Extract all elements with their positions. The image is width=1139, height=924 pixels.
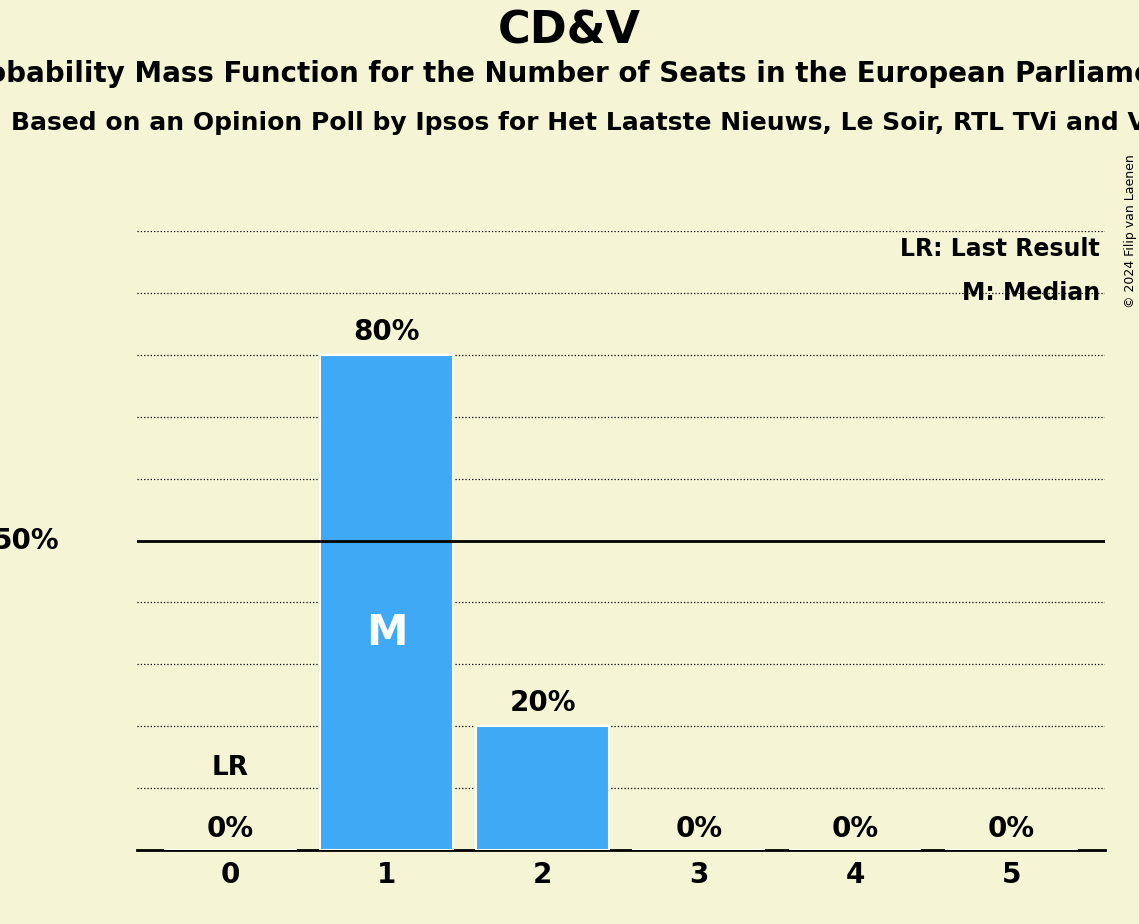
Text: 0%: 0% [831, 815, 878, 843]
Text: 80%: 80% [353, 318, 420, 346]
Text: Probability Mass Function for the Number of Seats in the European Parliament: Probability Mass Function for the Number… [0, 60, 1139, 88]
Text: 50%: 50% [0, 527, 59, 554]
Text: © 2024 Filip van Laenen: © 2024 Filip van Laenen [1124, 154, 1137, 308]
Text: CD&V: CD&V [498, 9, 641, 53]
Text: 0%: 0% [675, 815, 722, 843]
Bar [320, 355, 453, 850]
Text: Based on an Opinion Poll by Ipsos for Het Laatste Nieuws, Le Soir, RTL TVi and V: Based on an Opinion Poll by Ipsos for He… [11, 111, 1139, 135]
Text: 20%: 20% [509, 689, 576, 717]
Bar [476, 726, 609, 850]
Text: M: M [366, 613, 408, 654]
Text: LR: Last Result: LR: Last Result [900, 237, 1100, 261]
Text: LR: LR [212, 755, 249, 781]
Text: M: Median: M: Median [961, 281, 1100, 305]
Text: 0%: 0% [988, 815, 1034, 843]
Text: 0%: 0% [207, 815, 254, 843]
